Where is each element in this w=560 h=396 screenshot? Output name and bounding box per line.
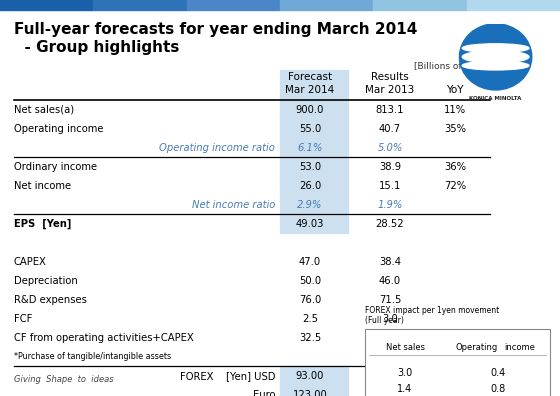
Text: KONICA MINOLTA: KONICA MINOLTA <box>469 96 522 101</box>
Text: 28.52: 28.52 <box>376 219 404 229</box>
Text: 26.0: 26.0 <box>299 181 321 191</box>
Text: 50.0: 50.0 <box>299 276 321 286</box>
Bar <box>280 176 348 195</box>
Text: 900.0: 900.0 <box>296 105 324 115</box>
Ellipse shape <box>463 44 529 53</box>
Bar <box>365 329 550 396</box>
Text: - Group highlights: - Group highlights <box>14 40 179 55</box>
Bar <box>280 195 348 214</box>
Text: FOREX impact per 1yen movement: FOREX impact per 1yen movement <box>365 306 500 315</box>
Bar <box>94 0 186 10</box>
Text: 0.4: 0.4 <box>491 368 506 378</box>
Text: 1.9%: 1.9% <box>377 200 403 210</box>
Text: 76.0: 76.0 <box>299 295 321 305</box>
Text: FOREX    [Yen] USD: FOREX [Yen] USD <box>180 371 275 381</box>
Text: *Purchase of tangible/intangible assets: *Purchase of tangible/intangible assets <box>14 352 171 362</box>
Text: EPS  [Yen]: EPS [Yen] <box>14 219 71 229</box>
Text: Giving  Shape  to  ideas: Giving Shape to ideas <box>14 375 114 384</box>
Bar <box>280 385 348 396</box>
Text: Mar 2013: Mar 2013 <box>365 85 414 95</box>
Text: Mar 2014: Mar 2014 <box>286 85 335 95</box>
Text: Net income ratio: Net income ratio <box>192 200 275 210</box>
Text: (Full year): (Full year) <box>365 316 404 325</box>
Text: 123.00: 123.00 <box>293 390 328 396</box>
Text: 35%: 35% <box>444 124 466 134</box>
Bar <box>280 214 348 233</box>
Bar <box>0 0 94 10</box>
Circle shape <box>459 24 532 90</box>
Bar <box>280 119 348 138</box>
Ellipse shape <box>463 51 529 63</box>
Text: Forecast: Forecast <box>288 72 332 82</box>
Text: 1.4: 1.4 <box>398 384 413 394</box>
Ellipse shape <box>463 61 529 70</box>
Text: 18: 18 <box>538 374 550 384</box>
Text: Full-year forecasts for year ending March 2014: Full-year forecasts for year ending Marc… <box>14 22 417 37</box>
Text: 15.1: 15.1 <box>379 181 401 191</box>
Text: 71.5: 71.5 <box>379 295 401 305</box>
Text: 47.0: 47.0 <box>299 257 321 267</box>
Text: Net sales: Net sales <box>385 343 424 352</box>
Bar <box>374 0 466 10</box>
Text: FCF: FCF <box>14 314 32 324</box>
Text: YoY: YoY <box>446 85 464 95</box>
Text: 38.9: 38.9 <box>379 162 401 172</box>
Text: [Billions of yen]: [Billions of yen] <box>414 62 485 71</box>
Text: Ordinary income: Ordinary income <box>14 162 97 172</box>
Text: 40.7: 40.7 <box>379 124 401 134</box>
Bar <box>280 366 348 385</box>
Bar <box>280 70 348 98</box>
Text: 27.4: 27.4 <box>379 333 401 343</box>
Text: 53.0: 53.0 <box>299 162 321 172</box>
Text: CF from operating activities+CAPEX: CF from operating activities+CAPEX <box>14 333 194 343</box>
Text: 6.1%: 6.1% <box>297 143 323 153</box>
Bar <box>280 157 348 176</box>
Text: 5.0%: 5.0% <box>377 143 403 153</box>
Text: 0.8: 0.8 <box>491 384 506 394</box>
Text: 813.1: 813.1 <box>376 105 404 115</box>
Bar <box>466 0 560 10</box>
Text: 72%: 72% <box>444 181 466 191</box>
Text: Operating: Operating <box>456 343 498 352</box>
Text: 3.0: 3.0 <box>382 314 398 324</box>
Text: Net income: Net income <box>14 181 71 191</box>
Text: 2.9%: 2.9% <box>297 200 323 210</box>
Text: CAPEX: CAPEX <box>14 257 47 267</box>
Text: 38.4: 38.4 <box>379 257 401 267</box>
Text: Operating income ratio: Operating income ratio <box>159 143 275 153</box>
Text: 46.0: 46.0 <box>379 276 401 286</box>
Bar <box>186 0 280 10</box>
Text: Results: Results <box>371 72 409 82</box>
Text: Operating income: Operating income <box>14 124 104 134</box>
Text: Net sales(a): Net sales(a) <box>14 105 74 115</box>
Text: Depreciation: Depreciation <box>14 276 78 286</box>
Text: 49.03: 49.03 <box>296 219 324 229</box>
Text: 55.0: 55.0 <box>299 124 321 134</box>
Text: Euro: Euro <box>253 390 275 396</box>
Bar <box>280 100 348 119</box>
Text: 2.5: 2.5 <box>302 314 318 324</box>
Text: 11%: 11% <box>444 105 466 115</box>
Bar <box>280 138 348 157</box>
Text: income: income <box>505 343 535 352</box>
Text: 32.5: 32.5 <box>299 333 321 343</box>
Text: 3.0: 3.0 <box>398 368 413 378</box>
Text: 107.14: 107.14 <box>372 390 408 396</box>
Text: 36%: 36% <box>444 162 466 172</box>
Bar <box>280 0 374 10</box>
Text: 83.10: 83.10 <box>376 371 404 381</box>
Text: 93.00: 93.00 <box>296 371 324 381</box>
Text: R&D expenses: R&D expenses <box>14 295 87 305</box>
